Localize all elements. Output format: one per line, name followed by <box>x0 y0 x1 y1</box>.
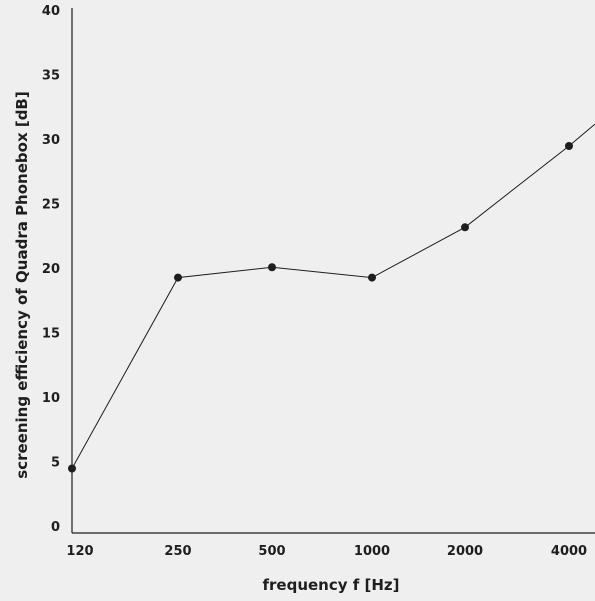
y-tick-label: 10 <box>42 391 60 406</box>
data-points <box>68 142 573 473</box>
x-axis-label: frequency f [Hz] <box>263 576 400 594</box>
x-tick-label: 4000 <box>551 544 587 559</box>
y-tick-label: 5 <box>51 456 60 471</box>
y-tick-label: 15 <box>42 327 60 342</box>
data-point <box>268 263 276 272</box>
data-point <box>68 464 76 473</box>
x-tick-label: 2000 <box>447 544 483 559</box>
x-ticks: 120 250 500 1000 2000 4000 <box>66 544 587 559</box>
data-point <box>461 223 469 232</box>
data-point <box>565 142 573 150</box>
x-tick-label: 500 <box>258 544 285 559</box>
y-tick-label: 25 <box>42 198 60 213</box>
x-tick-label: 1000 <box>354 544 390 559</box>
y-tick-label: 20 <box>42 262 60 277</box>
y-tick-label: 30 <box>42 133 60 148</box>
x-tick-label: 120 <box>66 544 93 559</box>
y-axis-label: screening efficiency of Quadra Phonebox … <box>13 91 31 478</box>
y-tick-label: 40 <box>42 4 60 19</box>
y-tick-label: 0 <box>51 520 60 535</box>
data-point <box>368 273 376 282</box>
x-tick-label: 250 <box>164 544 191 559</box>
series-polyline <box>71 123 595 469</box>
y-tick-label: 35 <box>42 69 60 84</box>
data-point <box>174 273 182 282</box>
y-ticks: 0 5 10 15 20 25 30 35 40 <box>42 4 60 535</box>
series-line <box>71 123 595 469</box>
